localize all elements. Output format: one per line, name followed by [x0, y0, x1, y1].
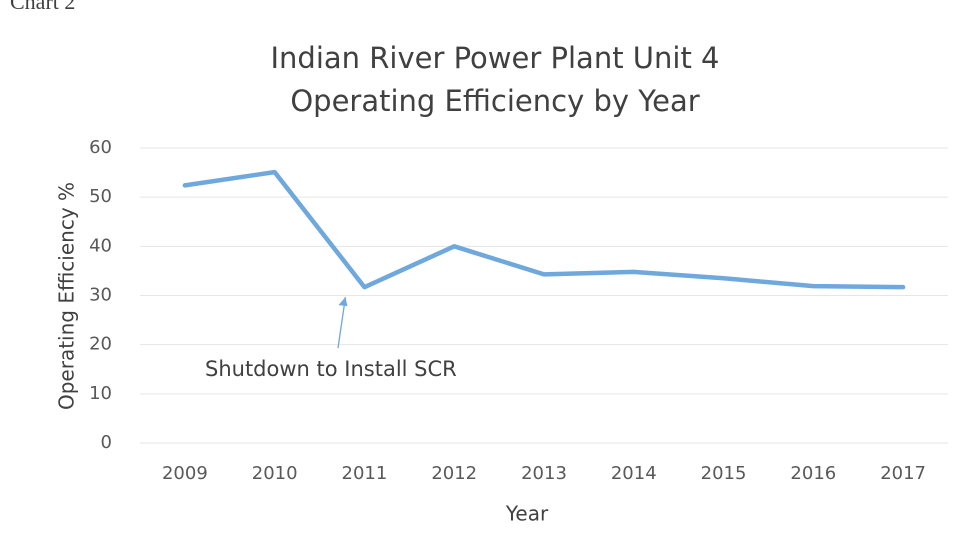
x-tick-label: 2011: [342, 463, 388, 484]
y-tick-label: 50: [89, 186, 112, 207]
x-tick-label: 2016: [790, 463, 836, 484]
y-tick-label: 40: [89, 235, 112, 256]
x-tick-label: 2010: [252, 463, 298, 484]
x-tick-label: 2014: [611, 463, 657, 484]
chart-title: Operating Efficiency by Year: [290, 84, 699, 118]
y-tick-label: 30: [89, 285, 112, 306]
y-tick-label: 0: [101, 432, 112, 453]
annotation: Shutdown to Install SCR: [205, 357, 457, 381]
x-tick-label: 2017: [880, 463, 926, 484]
x-tick-label: 2015: [701, 463, 747, 484]
caption: Chart 2: [10, 0, 75, 14]
y-tick-label: 20: [89, 334, 112, 355]
data-line: [182, 169, 906, 290]
x-tick-label: 2009: [162, 463, 208, 484]
x-tick-label: 2013: [521, 463, 567, 484]
y-axis-label: Operating Efficiency %: [55, 182, 79, 410]
x-axis-label: Year: [505, 502, 549, 526]
chart-title: Indian River Power Plant Unit 4: [270, 41, 719, 75]
y-tick-label: 60: [89, 137, 112, 158]
x-tick-label: 2012: [431, 463, 477, 484]
annotation-arrowhead: [338, 297, 348, 307]
y-tick-label: 10: [89, 383, 112, 404]
